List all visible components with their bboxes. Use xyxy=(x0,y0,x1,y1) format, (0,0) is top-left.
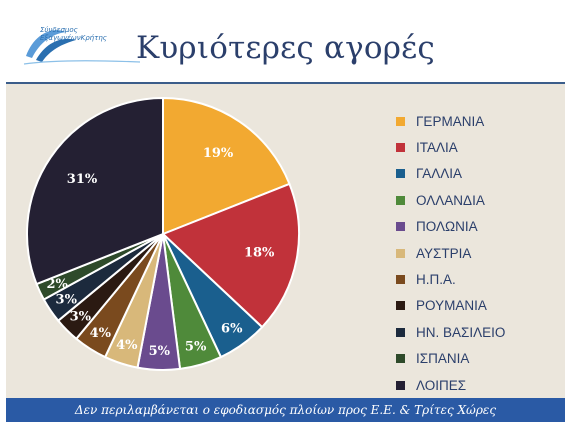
pie-slice-0 xyxy=(162,96,291,236)
legend-item-10: ΛΟΙΠΕΣ xyxy=(396,372,566,398)
legend-swatch-9 xyxy=(396,354,405,364)
legend-label-8: ΗΝ. ΒΑΣΙΛΕΙΟ xyxy=(416,324,506,340)
pie-slice-label-2: 6% xyxy=(221,322,243,337)
legend-label-5: ΑΥΣΤΡΙΑ xyxy=(416,245,472,261)
legend-swatch-0 xyxy=(396,116,405,126)
legend-swatch-2 xyxy=(396,169,405,179)
pie-slice-1 xyxy=(161,182,300,329)
slide-header: Σύνδεσμος ΕξαγωγέωνΚρήτης Κυριότερες αγο… xyxy=(0,0,571,86)
legend-label-0: ΓΕΡΜΑΝΙΑ xyxy=(416,113,485,129)
pie-slice-label-8: 3% xyxy=(56,293,78,308)
pie-slice-label-10: 31% xyxy=(67,172,98,187)
logo-icon xyxy=(23,30,141,65)
legend-label-7: ΡΟΥΜΑΝΙΑ xyxy=(416,298,487,314)
pie-slice-label-5: 4% xyxy=(116,338,138,353)
pie-slice-label-7: 3% xyxy=(70,310,92,325)
page-title: Κυριότερες αγορές xyxy=(136,30,435,66)
pie-slice-label-9: 2% xyxy=(46,277,68,292)
pie-slice-label-1: 18% xyxy=(244,245,275,260)
pie-slice-10 xyxy=(26,96,164,286)
legend-item-6: Η.Π.Α. xyxy=(396,266,566,292)
legend-item-4: ΠΟΛΩΝΙΑ xyxy=(396,214,566,240)
pie-slice-label-3: 5% xyxy=(185,339,207,354)
legend-item-9: ΙΣΠΑΝΙΑ xyxy=(396,346,566,372)
legend-item-7: ΡΟΥΜΑΝΙΑ xyxy=(396,293,566,319)
header-divider xyxy=(6,82,565,84)
logo-line-2: ΕξαγωγέωνΚρήτης xyxy=(40,34,107,42)
legend-swatch-3 xyxy=(396,195,405,205)
logo-line-1: Σύνδεσμος xyxy=(40,26,78,34)
legend-label-2: ΓΑΛΛΙΑ xyxy=(416,166,462,182)
pie-chart: 19%18%6%5%5%4%4%3%3%2%31% xyxy=(26,96,300,371)
legend-swatch-10 xyxy=(396,380,405,390)
pie-slice-label-4: 5% xyxy=(149,344,171,359)
footer-note: Δεν περιλαμβάνεται ο εφοδιασμός πλοίων π… xyxy=(6,398,565,422)
legend-item-3: ΟΛΛΑΝΔΙΑ xyxy=(396,187,566,213)
logo-text: Σύνδεσμος ΕξαγωγέωνΚρήτης xyxy=(40,26,107,42)
legend-swatch-7 xyxy=(396,301,405,311)
legend-label-10: ΛΟΙΠΕΣ xyxy=(416,377,467,393)
legend-item-1: ΙΤΑΛΙΑ xyxy=(396,134,566,160)
legend-swatch-8 xyxy=(396,327,405,337)
legend-item-5: ΑΥΣΤΡΙΑ xyxy=(396,240,566,266)
legend-label-6: Η.Π.Α. xyxy=(416,272,456,288)
chart-legend: ΓΕΡΜΑΝΙΑ ΙΤΑΛΙΑ ΓΑΛΛΙΑ ΟΛΛΑΝΔΙΑ ΠΟΛΩΝΙΑ ΑΥΣΤΡ… xyxy=(396,108,566,398)
legend-label-1: ΙΤΑΛΙΑ xyxy=(416,140,458,156)
legend-label-3: ΟΛΛΑΝΔΙΑ xyxy=(416,192,485,208)
legend-label-4: ΠΟΛΩΝΙΑ xyxy=(416,219,478,235)
legend-item-8: ΗΝ. ΒΑΣΙΛΕΙΟ xyxy=(396,319,566,345)
legend-item-0: ΓΕΡΜΑΝΙΑ xyxy=(396,108,566,134)
legend-swatch-4 xyxy=(396,222,405,232)
legend-swatch-5 xyxy=(396,248,405,258)
legend-swatch-6 xyxy=(396,275,405,285)
legend-swatch-1 xyxy=(396,143,405,153)
pie-slice-label-0: 19% xyxy=(203,146,234,161)
legend-label-9: ΙΣΠΑΝΙΑ xyxy=(416,351,470,367)
legend-item-2: ΓΑΛΛΙΑ xyxy=(396,161,566,187)
pie-slice-label-6: 4% xyxy=(90,326,112,341)
